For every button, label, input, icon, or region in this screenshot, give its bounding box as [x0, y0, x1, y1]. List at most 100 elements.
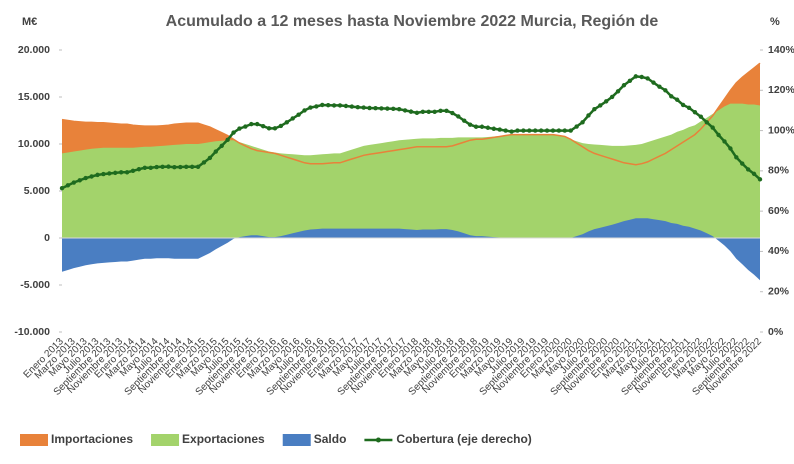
point: [290, 116, 295, 121]
area: [62, 218, 760, 281]
point: [278, 123, 284, 129]
point: [580, 120, 585, 125]
y-tick-label: -5.000: [20, 279, 50, 291]
point: [444, 108, 449, 114]
legend-dot: [375, 437, 381, 443]
y-axis-label: M€: [22, 16, 37, 28]
point: [189, 164, 195, 170]
point: [231, 130, 236, 135]
point: [426, 109, 431, 115]
point: [592, 107, 597, 112]
point: [674, 97, 680, 102]
point: [414, 110, 420, 116]
point: [166, 164, 171, 169]
point: [373, 106, 378, 111]
point: [361, 105, 366, 110]
point: [118, 170, 124, 175]
point: [266, 126, 272, 131]
legend-label: Importaciones: [51, 432, 133, 446]
point: [272, 126, 278, 131]
point: [402, 108, 408, 113]
point: [302, 108, 307, 113]
point: [367, 105, 372, 111]
point: [438, 108, 443, 114]
point: [615, 89, 621, 94]
point: [533, 128, 538, 133]
point: [178, 164, 183, 170]
legend-label: Saldo: [314, 432, 347, 446]
point: [710, 125, 715, 130]
y2-tick-label: 120%: [768, 84, 794, 96]
point: [562, 128, 567, 133]
y2-tick-label: 60%: [768, 205, 790, 217]
point: [450, 110, 455, 116]
point: [320, 102, 325, 108]
point: [213, 149, 218, 154]
point: [633, 74, 638, 79]
point: [349, 104, 355, 109]
legend-swatch: [20, 434, 48, 446]
point: [627, 78, 633, 84]
point: [692, 110, 698, 115]
point: [337, 103, 343, 108]
point: [544, 128, 550, 133]
point: [728, 146, 733, 151]
point: [249, 121, 254, 127]
point: [59, 185, 65, 191]
legend-label: Exportaciones: [182, 432, 265, 446]
point: [65, 183, 71, 188]
y-tick-label: 5.000: [24, 185, 50, 197]
point: [456, 114, 461, 119]
point: [355, 105, 360, 110]
point: [237, 126, 242, 131]
point: [740, 161, 745, 166]
point: [621, 83, 627, 88]
point: [515, 128, 520, 133]
point: [432, 109, 437, 115]
point: [260, 123, 266, 129]
point: [101, 171, 106, 177]
point: [385, 106, 390, 111]
point: [604, 99, 609, 104]
point: [343, 103, 349, 109]
legend-swatch: [282, 434, 311, 446]
point: [408, 109, 414, 114]
point: [379, 106, 384, 111]
point: [485, 125, 491, 130]
point: [698, 114, 704, 119]
point: [225, 137, 230, 143]
point: [71, 180, 77, 185]
point: [136, 167, 142, 172]
point: [95, 172, 100, 178]
outline: [61, 62, 761, 166]
point: [325, 102, 331, 108]
point: [479, 124, 485, 129]
point: [503, 128, 508, 133]
point: [704, 120, 709, 125]
y2-tick-label: 140%: [768, 44, 794, 56]
point: [420, 109, 426, 115]
point: [308, 105, 313, 110]
y2-tick-label: 100%: [768, 124, 794, 136]
point: [314, 104, 319, 109]
point: [497, 127, 502, 132]
point: [751, 171, 757, 177]
point: [154, 164, 159, 170]
point: [745, 167, 751, 172]
point: [172, 165, 177, 170]
point: [89, 174, 94, 179]
point: [148, 165, 153, 171]
point: [284, 120, 289, 125]
point: [669, 94, 674, 99]
legend-swatch: [151, 434, 180, 446]
point: [255, 121, 260, 127]
point: [657, 84, 662, 89]
point: [509, 129, 514, 134]
point: [680, 102, 686, 108]
point: [568, 128, 573, 133]
legend-label: Cobertura (eje derecho): [396, 432, 531, 446]
y-tick-label: 10.000: [18, 138, 50, 150]
point: [130, 168, 136, 174]
point: [396, 107, 402, 112]
